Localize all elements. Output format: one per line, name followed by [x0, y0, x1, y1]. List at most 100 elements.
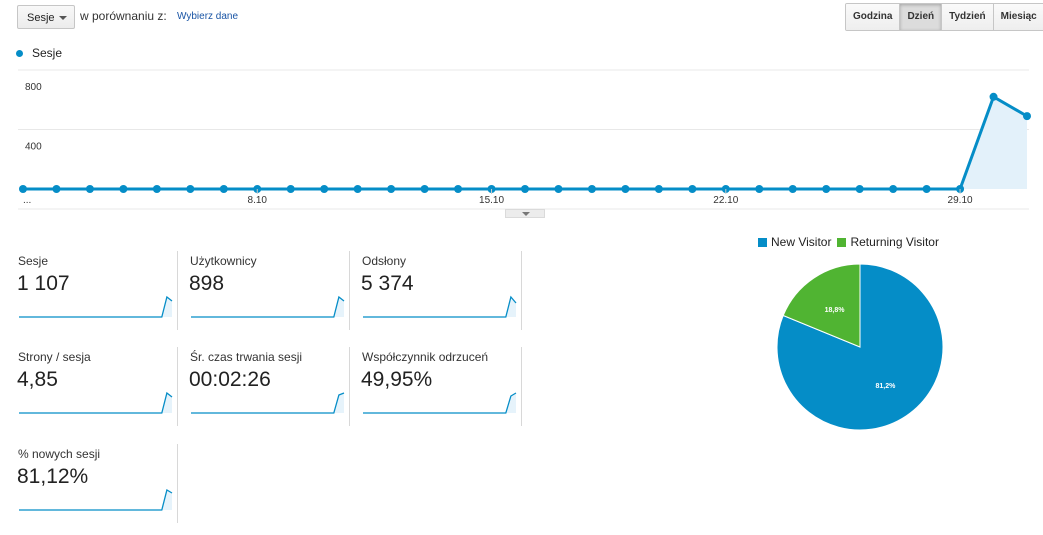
data-point[interactable]	[922, 185, 931, 193]
data-point[interactable]	[654, 185, 663, 193]
series-color-dot	[16, 49, 23, 57]
x-tick-label: ...	[23, 195, 31, 206]
tile-divider	[349, 251, 350, 330]
data-point[interactable]	[755, 185, 764, 193]
metric-label: Śr. czas trwania sesji	[190, 350, 303, 364]
chevron-down-icon	[59, 16, 67, 20]
sessions-line-chart: 400 800... 8.10 15.10 22.10 29.10	[18, 69, 1031, 210]
metric-tile-pages-per-session[interactable]: Strony / sesja 4,85	[16, 347, 178, 426]
sparkline-line	[363, 392, 517, 414]
data-point[interactable]	[855, 185, 864, 193]
series-area	[23, 96, 1027, 189]
sparkline-area	[19, 490, 172, 510]
line-chart-legend: Sesje	[16, 46, 62, 60]
metric-value: 5 374	[361, 272, 414, 295]
sparkline-line	[191, 295, 345, 318]
legend-item-new-visitor[interactable]: New Visitor	[758, 235, 831, 249]
legend-swatch-returning-visitor	[837, 237, 847, 247]
sparkline	[363, 295, 517, 318]
legend-item-returning-visitor[interactable]: Returning Visitor	[837, 235, 939, 249]
metric-tile-avg-session-duration[interactable]: Śr. czas trwania sesji 00:02:26	[188, 347, 350, 426]
data-point[interactable]	[186, 185, 195, 193]
pie-slice-returning-visitor[interactable]	[782, 263, 861, 348]
data-point[interactable]	[286, 185, 295, 193]
compare-label: w porównaniu z:	[80, 9, 167, 23]
tile-divider	[521, 347, 522, 426]
data-point[interactable]	[52, 185, 61, 193]
sparkline-area	[19, 393, 172, 413]
tile-divider	[177, 444, 178, 523]
granularity-hour-button[interactable]: Godzina	[846, 4, 900, 30]
pie-slice-label: 81,2%	[875, 383, 896, 390]
y-tick-label: 400	[25, 142, 42, 153]
metric-tile-pageviews[interactable]: Odsłony 5 374	[360, 251, 522, 330]
series-legend-label: Sesje	[32, 46, 63, 60]
x-tick-label: 22.10	[713, 195, 738, 206]
metric-tile-sessions[interactable]: Sesje 1 107	[16, 251, 178, 330]
sparkline-area	[363, 297, 516, 317]
x-tick-label: 8.10	[248, 195, 268, 206]
metric-value: 00:02:26	[189, 368, 271, 391]
data-point[interactable]	[587, 185, 596, 193]
visitor-type-pie-chart: 81,2% 18,8%	[776, 263, 944, 431]
data-point[interactable]	[219, 185, 228, 193]
sparkline-line	[19, 295, 173, 318]
sparkline-line	[19, 489, 173, 511]
metric-value: 81,12%	[17, 465, 89, 488]
metric-selector-label: Sesje	[27, 12, 55, 24]
data-point[interactable]	[19, 185, 27, 193]
y-tick-label: 800	[25, 82, 42, 93]
data-point[interactable]	[387, 185, 396, 193]
metric-value: 898	[189, 272, 225, 295]
metric-label: Użytkownicy	[190, 254, 257, 268]
tile-divider	[177, 347, 178, 426]
metric-label: Współczynnik odrzuceń	[362, 350, 489, 364]
data-point[interactable]	[152, 185, 161, 193]
metric-tile-users[interactable]: Użytkownicy 898	[188, 251, 350, 330]
data-point[interactable]	[554, 185, 563, 193]
pie-chart-legend: New Visitor Returning Visitor	[758, 235, 945, 249]
legend-label: New Visitor	[771, 235, 832, 249]
tile-divider	[177, 251, 178, 330]
pie-slice-label: 18,8%	[825, 307, 846, 314]
sparkline	[363, 392, 517, 414]
metric-selector-dropdown[interactable]: Sesje	[17, 5, 75, 29]
sparkline	[191, 392, 345, 414]
sparkline	[19, 391, 173, 414]
sparkline-line	[191, 392, 345, 414]
sparkline	[19, 295, 173, 318]
chart-collapse-toggle[interactable]	[505, 209, 545, 218]
tile-divider	[349, 347, 350, 426]
select-compare-metric-link[interactable]: Wybierz dane	[177, 11, 239, 22]
legend-swatch-new-visitor	[758, 237, 767, 247]
data-point[interactable]	[1023, 112, 1031, 121]
sparkline	[19, 489, 173, 511]
data-point[interactable]	[320, 185, 329, 193]
sparkline-area	[191, 393, 344, 413]
x-tick-label: 29.10	[948, 195, 973, 206]
sparkline-area	[363, 393, 516, 413]
data-point[interactable]	[420, 185, 429, 193]
sparkline-line	[19, 391, 173, 414]
metric-tile-bounce-rate[interactable]: Współczynnik odrzuceń 49,95%	[360, 347, 522, 426]
data-point[interactable]	[688, 185, 697, 193]
data-point[interactable]	[85, 185, 94, 193]
data-point[interactable]	[889, 185, 898, 193]
sparkline	[191, 295, 345, 318]
data-point[interactable]	[822, 185, 831, 193]
granularity-week-button[interactable]: Tydzień	[941, 4, 993, 30]
metric-tile-new-sessions[interactable]: % nowych sesji 81,12%	[16, 444, 178, 523]
granularity-day-button[interactable]: Dzień	[899, 4, 942, 30]
data-point[interactable]	[521, 185, 529, 193]
granularity-month-button[interactable]: Miesiąc	[992, 4, 1043, 30]
data-point[interactable]	[353, 185, 362, 193]
data-point[interactable]	[621, 185, 630, 193]
tile-divider	[521, 251, 522, 330]
metric-value: 4,85	[17, 368, 58, 391]
data-point[interactable]	[454, 185, 463, 193]
metric-value: 1 107	[17, 272, 70, 295]
data-point[interactable]	[788, 185, 797, 193]
granularity-toggle-group: Godzina Dzień Tydzień Miesiąc	[845, 3, 1043, 31]
data-point[interactable]	[119, 185, 128, 193]
data-point[interactable]	[989, 92, 998, 101]
